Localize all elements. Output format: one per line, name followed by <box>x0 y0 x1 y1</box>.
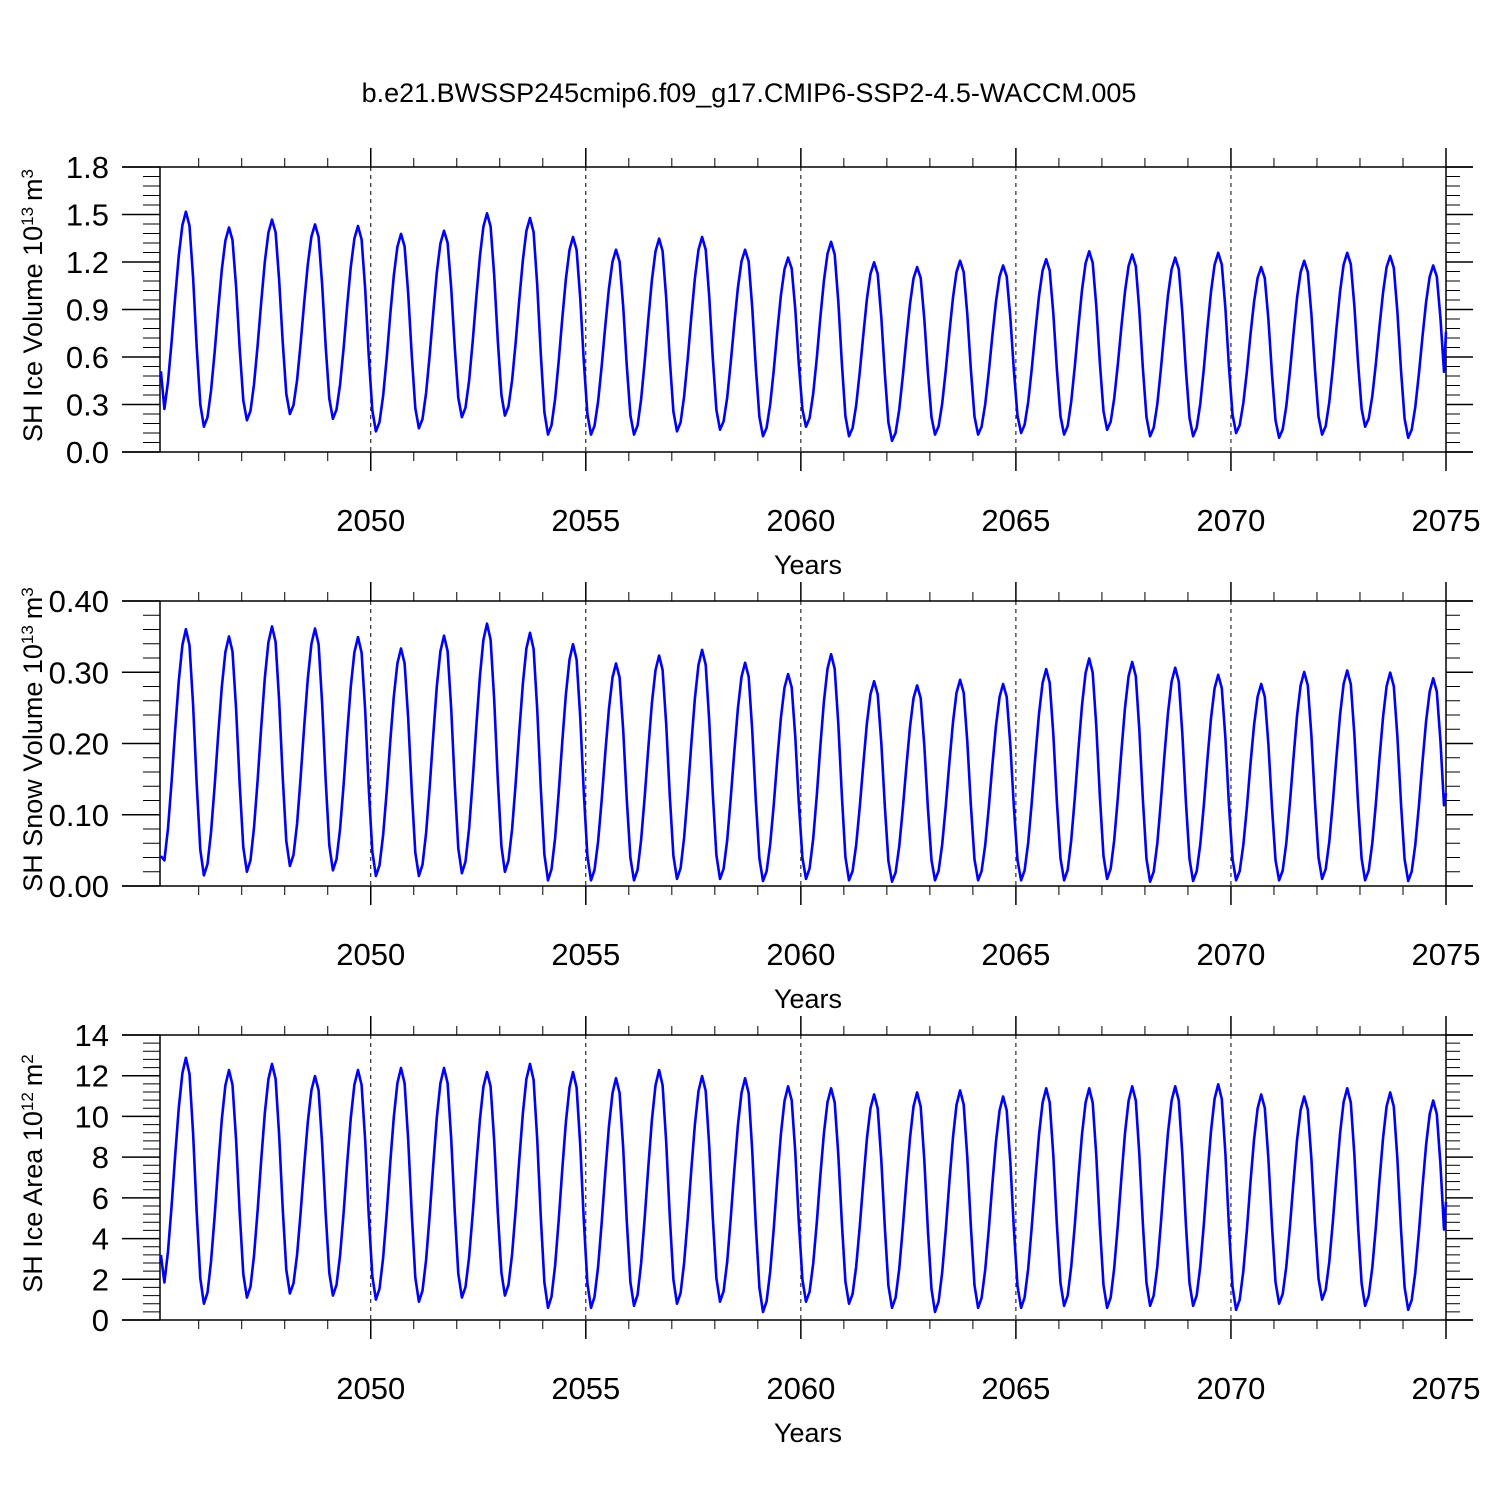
y-tick-label: 1.2 <box>66 245 109 280</box>
x-axis-label: Years <box>774 984 842 1014</box>
y-tick-label: 0.00 <box>49 869 109 904</box>
data-series-line <box>159 622 1448 883</box>
y-axis-label: SH Ice Area 1012 m2 <box>18 1054 49 1293</box>
data-series-line <box>159 1056 1448 1314</box>
figure-title: b.e21.BWSSP245cmip6.f09_g17.CMIP6-SSP2-4… <box>362 78 1137 108</box>
y-tick-label: 8 <box>92 1140 109 1175</box>
x-tick-label: 2065 <box>981 503 1050 538</box>
x-tick-label: 2065 <box>981 1371 1050 1406</box>
y-axis-label-ylabel-unit-exp: 2 <box>18 1054 37 1063</box>
x-tick-label: 2075 <box>1412 1371 1481 1406</box>
y-tick-label: 0.3 <box>66 388 109 423</box>
y-tick-label: 0.20 <box>49 727 109 762</box>
chart-panel-3: 0 2 4 6 8 10 12 14 2050 2055 2060 2065 2070 2075 Years… <box>18 1016 1481 1448</box>
y-tick-label: 14 <box>75 1018 109 1053</box>
y-tick-label: 0.9 <box>66 293 109 328</box>
y-tick-label: 0.30 <box>49 655 109 690</box>
y-axis-label-ylabel-unit: m <box>18 597 48 620</box>
y-tick-label: 0.10 <box>49 798 109 833</box>
x-tick-label: 2055 <box>551 937 620 972</box>
x-tick-label: 2055 <box>551 503 620 538</box>
y-axis-label-ylabel-exp: 12 <box>18 1092 37 1111</box>
x-axis-label: Years <box>774 1418 842 1448</box>
x-tick-label: 2050 <box>336 503 405 538</box>
y-tick-label: 4 <box>92 1222 109 1257</box>
x-axis-label: Years <box>774 550 842 580</box>
x-tick-label: 2065 <box>981 937 1050 972</box>
y-axis-label-ylabel-unit: m <box>18 178 48 201</box>
y-tick-label: 1.8 <box>66 150 109 185</box>
x-tick-label: 2055 <box>551 1371 620 1406</box>
y-tick-label: 0.0 <box>66 435 109 470</box>
y-axis-label-ylabel: SH Ice Area 10 <box>18 1111 48 1293</box>
y-axis-label-ylabel: SH Ice Volume 10 <box>18 226 48 442</box>
x-tick-label: 2070 <box>1196 1371 1265 1406</box>
chart-panel-2: 0.00 0.10 0.20 0.30 0.40 2050 2055 2060 2065 2070… <box>18 582 1481 1014</box>
x-tick-label: 2075 <box>1412 503 1481 538</box>
y-tick-label: 2 <box>92 1262 109 1297</box>
x-tick-label: 2050 <box>336 1371 405 1406</box>
x-tick-label: 2075 <box>1412 937 1481 972</box>
y-tick-label: 10 <box>75 1099 109 1134</box>
y-axis-label-ylabel-exp: 13 <box>18 625 37 644</box>
y-tick-label: 0.40 <box>49 584 109 619</box>
y-tick-label: 0 <box>92 1303 109 1338</box>
y-axis-label: SH Ice Volume 1013 m3 <box>18 169 49 442</box>
y-tick-label: 12 <box>75 1059 109 1094</box>
y-axis-label-ylabel: SH Snow Volume 10 <box>18 644 48 892</box>
x-tick-label: 2060 <box>766 1371 835 1406</box>
x-tick-label: 2070 <box>1196 503 1265 538</box>
y-axis-label: SH Snow Volume 1013 m3 <box>18 587 49 892</box>
data-series-line <box>159 210 1448 443</box>
y-axis-label-ylabel-unit-exp: 3 <box>18 587 37 596</box>
chart-panel-1: 0.0 0.3 0.6 0.9 1.2 1.5 1.8 2050 2055 2060 2065 207… <box>18 148 1481 580</box>
y-axis-label-ylabel-unit: m <box>18 1064 48 1087</box>
y-tick-label: 1.5 <box>66 198 109 233</box>
x-tick-label: 2060 <box>766 503 835 538</box>
y-axis-label-ylabel-unit-exp: 3 <box>18 169 37 178</box>
y-tick-label: 0.6 <box>66 340 109 375</box>
x-tick-label: 2070 <box>1196 937 1265 972</box>
x-tick-label: 2050 <box>336 937 405 972</box>
y-tick-label: 6 <box>92 1181 109 1216</box>
y-axis-label-ylabel-exp: 13 <box>18 207 37 226</box>
x-tick-label: 2060 <box>766 937 835 972</box>
